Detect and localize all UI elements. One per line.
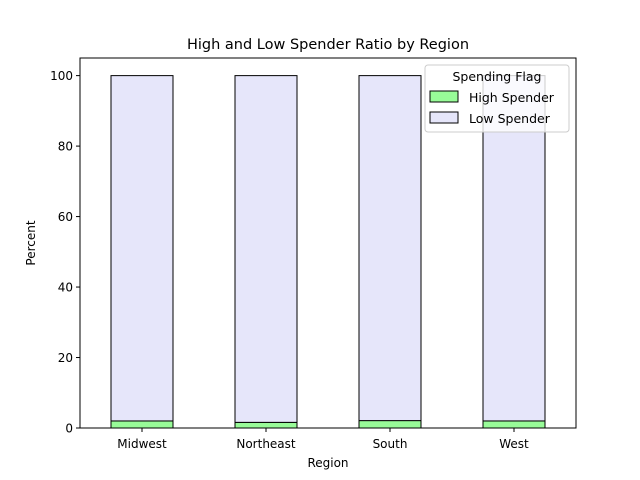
x-tick-label-midwest: Midwest xyxy=(117,437,167,451)
x-tick-label-south: South xyxy=(373,437,408,451)
x-tick-label-west: West xyxy=(499,437,529,451)
y-axis: 0 20 40 60 80 100 xyxy=(50,69,80,435)
chart-title: High and Low Spender Ratio by Region xyxy=(187,37,469,53)
bar-low-spender-south xyxy=(358,75,422,422)
bar-low-spender-northeast xyxy=(234,75,298,423)
bar-high-spender-south xyxy=(358,420,422,429)
bar-low-spender-west xyxy=(482,75,546,422)
y-tick-label: 100 xyxy=(50,69,73,83)
y-tick-label: 40 xyxy=(58,280,73,294)
legend-label-low-spender: Low Spender xyxy=(469,111,551,126)
y-axis-label: Percent xyxy=(24,220,38,265)
plot-frame xyxy=(79,57,577,429)
x-axis-label: Region xyxy=(307,456,348,470)
bar-high-spender-northeast xyxy=(234,421,298,429)
x-tick-label-northeast: Northeast xyxy=(236,437,296,451)
legend-box xyxy=(424,64,570,133)
legend: Spending Flag High Spender Low Spender xyxy=(424,64,570,133)
bar-high-spender-west xyxy=(482,420,546,429)
legend-swatch-high-spender xyxy=(429,90,459,103)
y-tick-label: 20 xyxy=(58,351,73,365)
legend-label-high-spender: High Spender xyxy=(469,90,555,105)
y-tick-label: 60 xyxy=(58,210,73,224)
bars-group xyxy=(110,75,546,429)
bar-low-spender-midwest xyxy=(110,75,174,422)
legend-title: Spending Flag xyxy=(453,69,542,84)
legend-swatch-low-spender xyxy=(429,111,459,124)
x-axis: Midwest Northeast South West xyxy=(117,428,529,451)
bar-high-spender-midwest xyxy=(110,420,174,429)
y-tick-label: 0 xyxy=(65,421,73,435)
y-tick-label: 80 xyxy=(58,139,73,153)
